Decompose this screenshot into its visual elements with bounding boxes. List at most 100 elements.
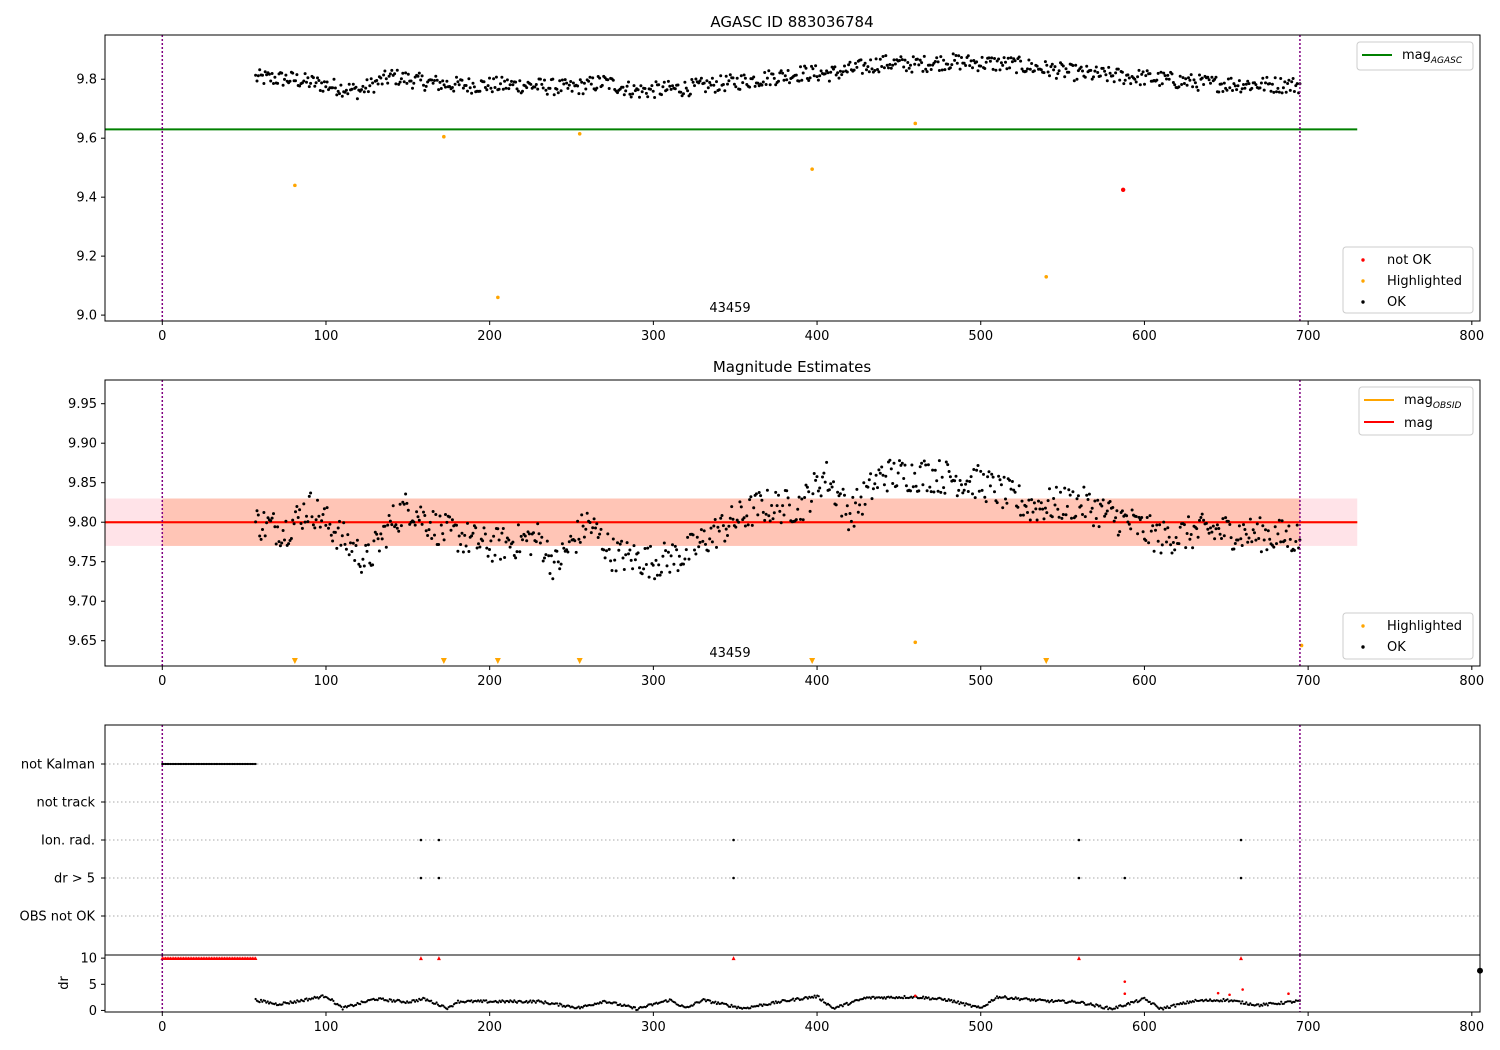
magnitude-ok-point — [1169, 543, 1173, 547]
agasc-ok-point — [810, 64, 813, 68]
agasc-ok-point — [870, 67, 874, 71]
magnitude-ytick-label: 9.75 — [68, 555, 97, 570]
agasc-xtick-label: 800 — [1459, 329, 1484, 344]
magnitude-ok-point — [873, 482, 877, 486]
agasc-ok-point — [1002, 56, 1006, 60]
magnitude-ok-point — [932, 490, 936, 494]
magnitude-ok-point — [655, 573, 659, 577]
magnitude-ok-point — [632, 544, 636, 548]
agasc-ok-point — [347, 82, 351, 86]
magnitude-ok-point — [1068, 493, 1072, 497]
dr-clipped-marker — [1076, 956, 1081, 961]
agasc-ok-point — [1200, 76, 1204, 80]
agasc-ok-point — [904, 69, 908, 73]
agasc-ok-point — [1092, 75, 1095, 79]
agasc-ok-point — [1198, 73, 1201, 77]
dr-ok-point — [597, 1002, 600, 1005]
agasc-ok-point — [911, 55, 915, 59]
agasc-ok-point — [309, 81, 313, 85]
agasc-ok-point — [1193, 81, 1197, 85]
agasc-ok-point — [988, 59, 992, 63]
magnitude-ok-point — [1171, 541, 1175, 544]
flag-point — [200, 762, 203, 766]
agasc-ok-point — [953, 58, 957, 62]
dr-ok-point — [529, 999, 532, 1002]
dr-ok-point — [341, 1008, 344, 1011]
agasc-ok-point — [826, 71, 830, 75]
magnitude-ok-point — [1222, 534, 1226, 538]
magnitude-ok-point — [541, 559, 545, 563]
agasc-ok-point — [683, 80, 687, 84]
magnitude-ok-point — [611, 537, 615, 541]
dr-ok-point — [1249, 1002, 1252, 1005]
agasc-ok-point — [920, 61, 924, 65]
magnitude-ok-point — [1200, 512, 1204, 516]
magnitude-ok-point — [691, 533, 695, 537]
dr-xtick-label: 500 — [968, 1020, 993, 1035]
magnitude-ok-point — [306, 520, 310, 524]
magnitude-ok-point — [1240, 544, 1244, 547]
magnitude-ok-point — [1288, 537, 1292, 541]
magnitude-ok-point — [1156, 539, 1160, 543]
dr-ok-point — [884, 997, 887, 1000]
agasc-ok-point — [455, 75, 458, 79]
agasc-ok-point — [497, 87, 501, 91]
magnitude-ok-point — [964, 482, 968, 486]
magnitude-ok-point — [1116, 533, 1120, 537]
agasc-ok-point — [1155, 78, 1159, 82]
magnitude-ok-point — [851, 495, 855, 499]
legend2-highlighted-label: Highlighted — [1387, 619, 1462, 634]
dr-ok-point — [533, 1000, 536, 1003]
magnitude-ok-point — [1060, 516, 1064, 520]
magnitude-ok-point — [770, 504, 774, 507]
agasc-ok-point — [281, 83, 285, 87]
agasc-ok-point — [611, 78, 615, 82]
agasc-highlighted-point — [442, 134, 446, 139]
flag-point — [203, 762, 206, 766]
magnitude-ok-point — [1220, 537, 1223, 540]
magnitude-ok-point — [926, 463, 930, 467]
dr-ok-point — [729, 1005, 732, 1009]
magnitude-ok-point — [756, 513, 760, 517]
agasc-ok-point — [580, 80, 584, 84]
magnitude-ok-point — [1020, 499, 1024, 503]
magnitude-ok-point — [609, 559, 613, 563]
agasc-ytick-label: 9.6 — [76, 132, 97, 147]
agasc-ok-point — [834, 73, 838, 77]
dr-ok-point — [1105, 1005, 1108, 1008]
dr-ok-point — [381, 997, 385, 1000]
magnitude-ok-point — [1076, 494, 1080, 498]
magnitude-ok-point — [1092, 524, 1095, 528]
agasc-ok-point — [388, 72, 392, 76]
agasc-ok-point — [405, 81, 409, 85]
magnitude-ok-point — [1195, 527, 1199, 531]
agasc-ok-point — [972, 59, 976, 62]
agasc-ok-point — [375, 79, 379, 82]
agasc-xtick-label: 400 — [805, 329, 830, 344]
dr-ok-point — [359, 1003, 362, 1006]
agasc-ok-point — [845, 70, 849, 74]
magnitude-ok-point — [512, 554, 516, 557]
agasc-ok-point — [607, 87, 611, 90]
flag-point — [192, 762, 195, 766]
dr-ok-point — [355, 1003, 358, 1007]
agasc-ok-point — [804, 66, 808, 70]
magnitude-ok-point — [501, 527, 505, 530]
agasc-ok-point — [1210, 75, 1214, 79]
magnitude-ok-point — [1276, 532, 1280, 536]
flag-point — [167, 762, 170, 766]
dr-ok-point — [420, 998, 423, 1001]
flag-point — [175, 762, 179, 766]
dr-ok-point — [957, 1000, 960, 1003]
magnitude-ok-point — [347, 553, 351, 557]
dr-ok-point — [619, 1003, 622, 1006]
dr-clipped-marker — [253, 956, 258, 960]
magnitude-ok-point — [254, 520, 258, 524]
magnitude-ok-point — [340, 534, 344, 538]
magnitude-ok-point — [1206, 527, 1210, 531]
agasc-ok-point — [1226, 77, 1230, 81]
magnitude-ok-point — [261, 528, 264, 531]
magnitude-ok-point — [1053, 503, 1057, 507]
flag-point — [732, 876, 735, 880]
